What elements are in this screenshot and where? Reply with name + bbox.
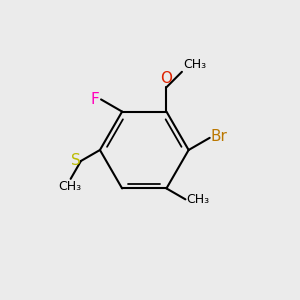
Text: CH₃: CH₃	[183, 58, 206, 71]
Text: CH₃: CH₃	[186, 194, 209, 206]
Text: O: O	[160, 71, 172, 86]
Text: S: S	[71, 153, 80, 168]
Text: Br: Br	[211, 130, 228, 145]
Text: F: F	[91, 92, 100, 107]
Text: CH₃: CH₃	[58, 180, 82, 193]
